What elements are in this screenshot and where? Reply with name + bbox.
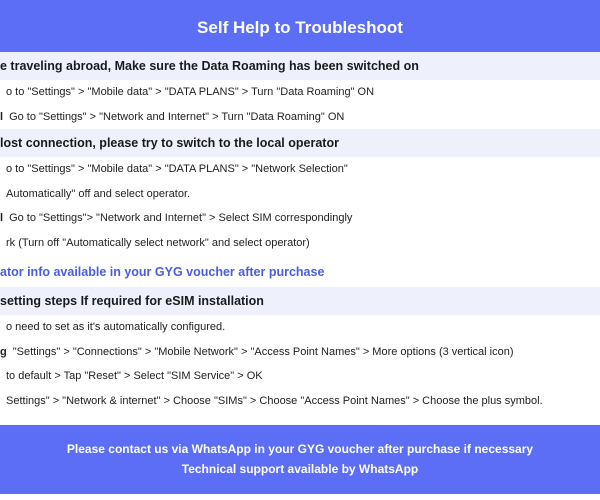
section-title-2: lost connection, please try to switch to…	[0, 129, 600, 157]
page-footer: Please contact us via WhatsApp in your G…	[0, 425, 600, 494]
instruction-line: to default > Tap "Reset" > Select "SIM S…	[0, 364, 600, 389]
instruction-line: o need to set as it's automatically conf…	[0, 315, 600, 340]
line-text: o need to set as it's automatically conf…	[6, 321, 225, 333]
instruction-line: g "Settings" > "Connections" > "Mobile Ne…	[0, 340, 600, 365]
content-area: e traveling abroad, Make sure the Data R…	[0, 52, 600, 413]
footer-contact-line: Please contact us via WhatsApp in your G…	[10, 439, 590, 459]
instruction-line: rk (Turn off "Automatically select netwo…	[0, 231, 600, 256]
instruction-line: l Go to "Settings"> "Network and Internet…	[0, 206, 600, 231]
line-text: Settings" > "Network & internet" > Choos…	[6, 395, 543, 407]
page-header: Self Help to Troubleshoot	[0, 0, 600, 52]
line-prefix: g	[0, 346, 7, 358]
instruction-line: Automatically" off and select operator.	[0, 182, 600, 207]
line-text: o to "Settings" > "Mobile data" > "DATA …	[6, 86, 374, 98]
line-prefix: l	[0, 111, 3, 123]
line-text: Automatically" off and select operator.	[6, 188, 190, 200]
instruction-line: Settings" > "Network & internet" > Choos…	[0, 389, 600, 414]
line-text: "Settings" > "Connections" > "Mobile Net…	[13, 346, 514, 358]
instruction-line: l Go to "Settings" > "Network and Interne…	[0, 105, 600, 130]
line-text: Go to "Settings" > "Network and Internet…	[9, 111, 344, 123]
section-title-3: setting steps If required for eSIM insta…	[0, 287, 600, 315]
line-text: o to "Settings" > "Mobile data" > "DATA …	[6, 163, 348, 175]
instruction-line: o to "Settings" > "Mobile data" > "DATA …	[0, 157, 600, 182]
footer-support-line: Technical support available by WhatsApp	[10, 459, 590, 479]
instruction-line: o to "Settings" > "Mobile data" > "DATA …	[0, 80, 600, 105]
page-title: Self Help to Troubleshoot	[197, 18, 403, 37]
section-title-1: e traveling abroad, Make sure the Data R…	[0, 52, 600, 80]
line-prefix: l	[0, 212, 3, 224]
line-text: to default > Tap "Reset" > Select "SIM S…	[6, 370, 263, 382]
line-text: rk (Turn off "Automatically select netwo…	[6, 237, 310, 249]
voucher-info-link[interactable]: ator info available in your GYG voucher …	[0, 255, 600, 287]
line-text: Go to "Settings"> "Network and Internet"…	[9, 212, 352, 224]
